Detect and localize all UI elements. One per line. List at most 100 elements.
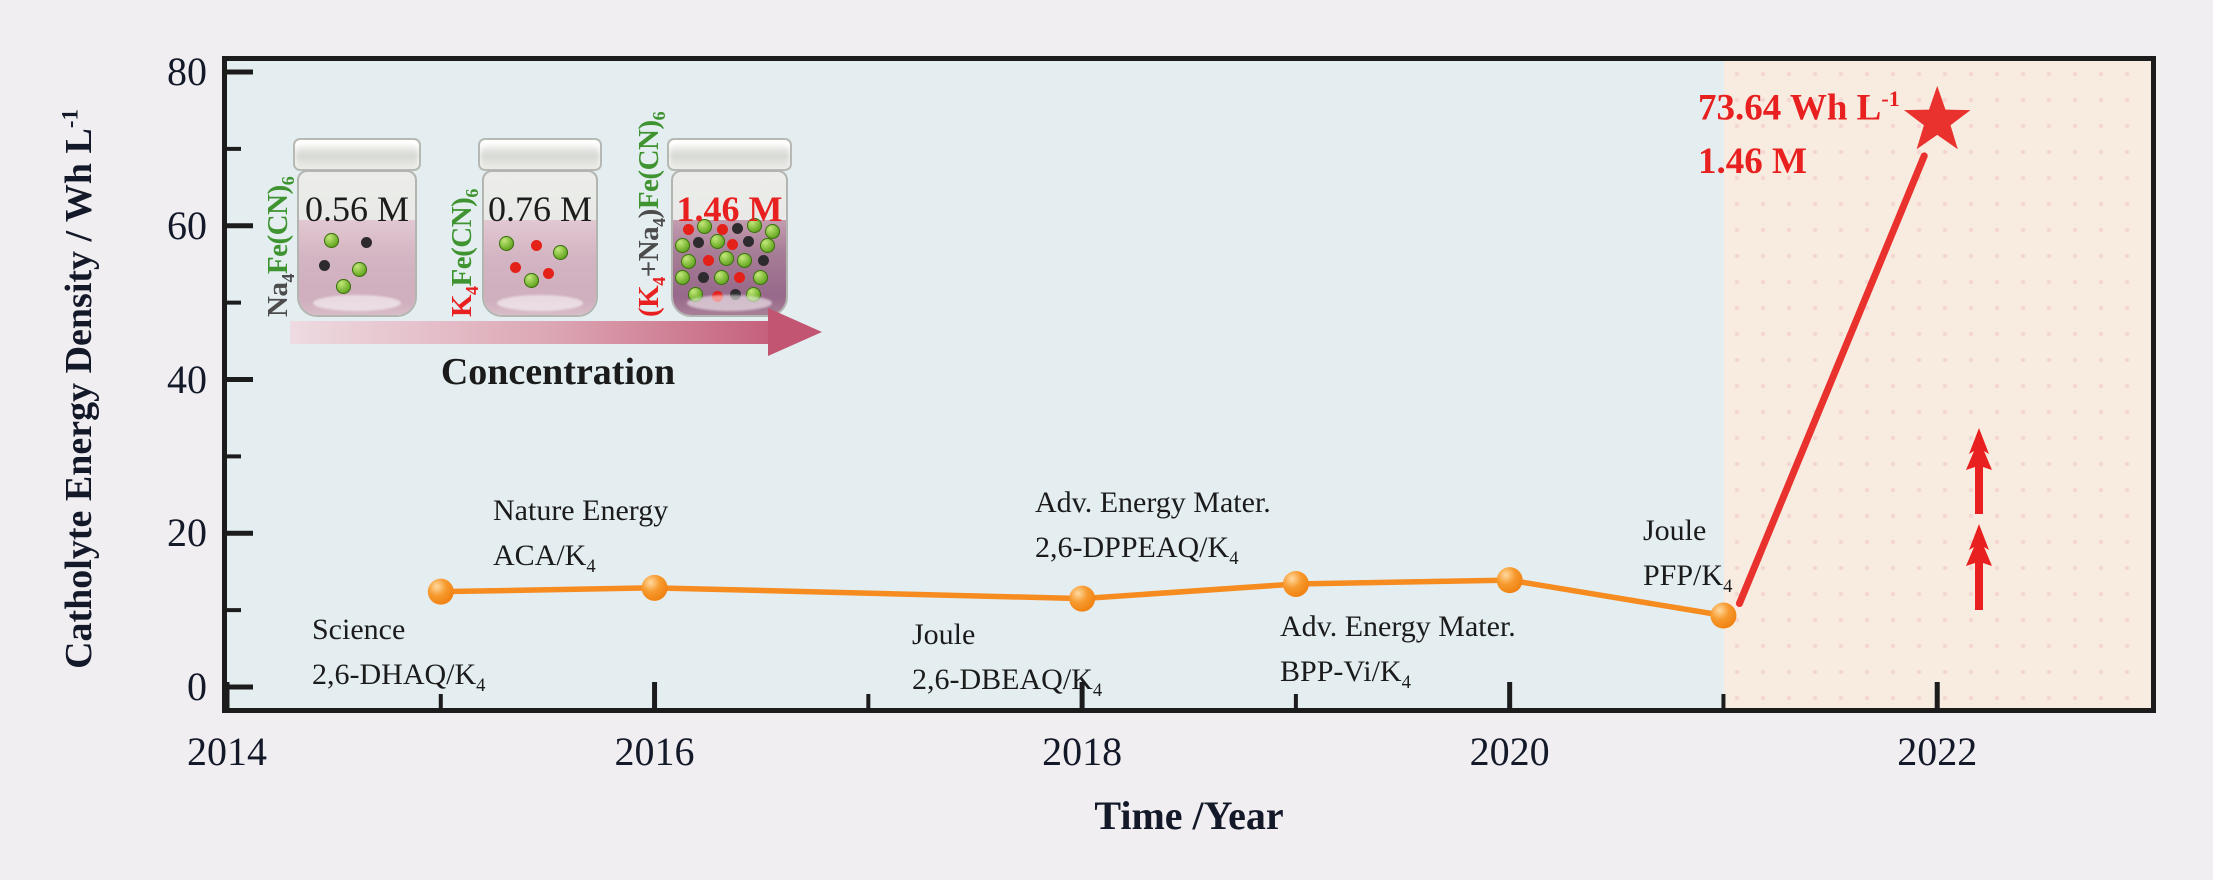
particle-dot-g xyxy=(351,261,367,277)
y-major-tick xyxy=(227,684,253,690)
vial-shine xyxy=(686,295,773,311)
star-annotation-value: 73.64 Wh L-1 xyxy=(1698,86,1900,129)
particle-dot-g xyxy=(323,233,339,249)
vial-0.76M: 0.76 M xyxy=(478,138,602,317)
vial-label-na4fecn6: Na4Fe(CN)6 xyxy=(262,176,298,317)
particle-dot-g xyxy=(752,270,768,286)
vial-jar: 0.76 M xyxy=(482,170,598,317)
particle-dot-g xyxy=(714,270,730,286)
annotation-2018: Joule 2,6-DBEAQ/K4 xyxy=(912,612,1102,713)
particle-dot-g xyxy=(746,218,762,234)
data-point-2015 xyxy=(427,578,454,605)
x-minor-tick xyxy=(866,694,871,708)
x-axis-title: Time /Year xyxy=(1094,793,1284,838)
chart-layer xyxy=(227,69,1971,708)
concentration-arrow-icon xyxy=(290,308,822,356)
annotation-journal: Nature Energy xyxy=(493,494,669,527)
annotation-compound: 2,6-DHAQ/K4 xyxy=(312,658,486,696)
x-minor-tick xyxy=(438,694,443,708)
y-major-tick xyxy=(227,377,253,382)
x-major-tick xyxy=(1507,682,1513,708)
particle-dot-g xyxy=(697,219,713,235)
annotation-2020: Adv. Energy Mater. BPP-Vi/K4 xyxy=(1280,604,1516,705)
particle-dot-r xyxy=(683,224,695,235)
annotation-2015: Science 2,6-DHAQ/K4 xyxy=(312,607,485,708)
y-tick-label-60: 60 xyxy=(167,202,207,248)
particle-dot-r xyxy=(734,272,746,284)
annotation-compound: 2,6-DPPEAQ/K4 xyxy=(1035,531,1239,569)
data-point-2019 xyxy=(1282,570,1309,597)
y-minor-tick xyxy=(227,454,241,459)
particle-dot-g xyxy=(764,223,780,239)
annotation-compound: 2,6-DBEAQ/K4 xyxy=(912,663,1103,701)
vial-molarity: 0.56 M xyxy=(304,189,409,229)
annotation-journal: Adv. Energy Mater. xyxy=(1035,486,1271,519)
particle-dot-g xyxy=(736,253,752,269)
y-axis-title-exponent: -1 xyxy=(57,109,83,129)
particle-dot-r xyxy=(531,240,543,252)
particle-dot-k xyxy=(698,272,709,284)
star-marker xyxy=(1903,85,1971,150)
particle-dot-k xyxy=(319,260,331,272)
x-minor-tick xyxy=(1293,694,1298,708)
particle-dot-g xyxy=(674,270,690,286)
annotation-compound: BPP-Vi/K4 xyxy=(1280,655,1411,693)
vial-cap xyxy=(478,138,602,171)
series-line xyxy=(438,577,1727,619)
x-tick-label-2018: 2018 xyxy=(1042,729,1123,774)
particle-dot-r xyxy=(543,267,555,279)
annotation-compound: PFP/K4 xyxy=(1643,559,1733,597)
vial-shine xyxy=(312,295,402,311)
particle-dot-g xyxy=(760,238,776,254)
data-point-2016 xyxy=(641,574,668,601)
particle-dot-g xyxy=(709,234,725,250)
data-point-2018 xyxy=(1069,585,1096,612)
y-major-tick xyxy=(227,223,253,229)
x-major-tick xyxy=(1079,682,1085,708)
x-major-tick xyxy=(227,682,230,708)
annotation-2021: Joule PFP/K4 xyxy=(1643,508,1732,609)
vial-cap xyxy=(667,138,792,171)
y-minor-tick xyxy=(227,608,241,613)
particle-dot-r xyxy=(509,262,521,273)
particle-dot-r xyxy=(727,239,739,251)
vial-jar: 1.46 M xyxy=(671,170,788,317)
y-tick-label-40: 40 xyxy=(167,356,207,402)
particle-dot-r xyxy=(717,224,729,235)
vial-jar: 0.56 M xyxy=(297,170,417,317)
annotation-journal: Science xyxy=(312,613,406,646)
particle-dot-k xyxy=(729,288,741,300)
vial-0.56M: 0.56 M xyxy=(293,138,421,317)
y-tick-label-80: 80 xyxy=(167,49,207,94)
y-major-tick xyxy=(227,530,253,536)
x-tick-label-2016: 2016 xyxy=(614,729,695,774)
y-tick-label-0: 0 xyxy=(187,664,207,709)
y-minor-tick xyxy=(227,146,241,151)
vial-1.46M: 1.46 M xyxy=(667,138,792,317)
vial-label-k4fecn6: K4Fe(CN)6 xyxy=(446,189,482,317)
y-tick-label-20: 20 xyxy=(167,510,207,556)
annotation-compound: ACA/K4 xyxy=(493,539,596,577)
particle-dot-g xyxy=(498,236,514,252)
particle-dot-k xyxy=(693,237,705,249)
y-major-tick xyxy=(227,69,253,75)
particle-dot-g xyxy=(718,251,734,267)
particle-dot-g xyxy=(335,279,351,294)
data-point-2021 xyxy=(1710,602,1737,629)
annotation-journal: Adv. Energy Mater. xyxy=(1280,610,1516,643)
vial-molarity: 1.46 M xyxy=(676,189,783,229)
particle-dot-k xyxy=(360,237,372,249)
up-arrow-icon xyxy=(1966,428,1992,514)
vial-molarity: 0.76 M xyxy=(487,189,592,229)
particle-dot-r xyxy=(702,255,714,267)
concentration-label: Concentration xyxy=(440,351,676,393)
vial-label-k4na4fecn6: (K4+Na4)Fe(CN)6 xyxy=(633,111,669,317)
vial-cap xyxy=(293,138,421,171)
annotation-journal: Joule xyxy=(912,618,976,651)
highlight-region-2021-2023 xyxy=(1724,61,2151,708)
x-tick-label-2022: 2022 xyxy=(1897,729,1978,774)
x-major-tick xyxy=(1934,682,1940,708)
particle-dot-g xyxy=(552,244,568,260)
annotation-2016: Nature Energy ACA/K4 xyxy=(493,488,668,589)
